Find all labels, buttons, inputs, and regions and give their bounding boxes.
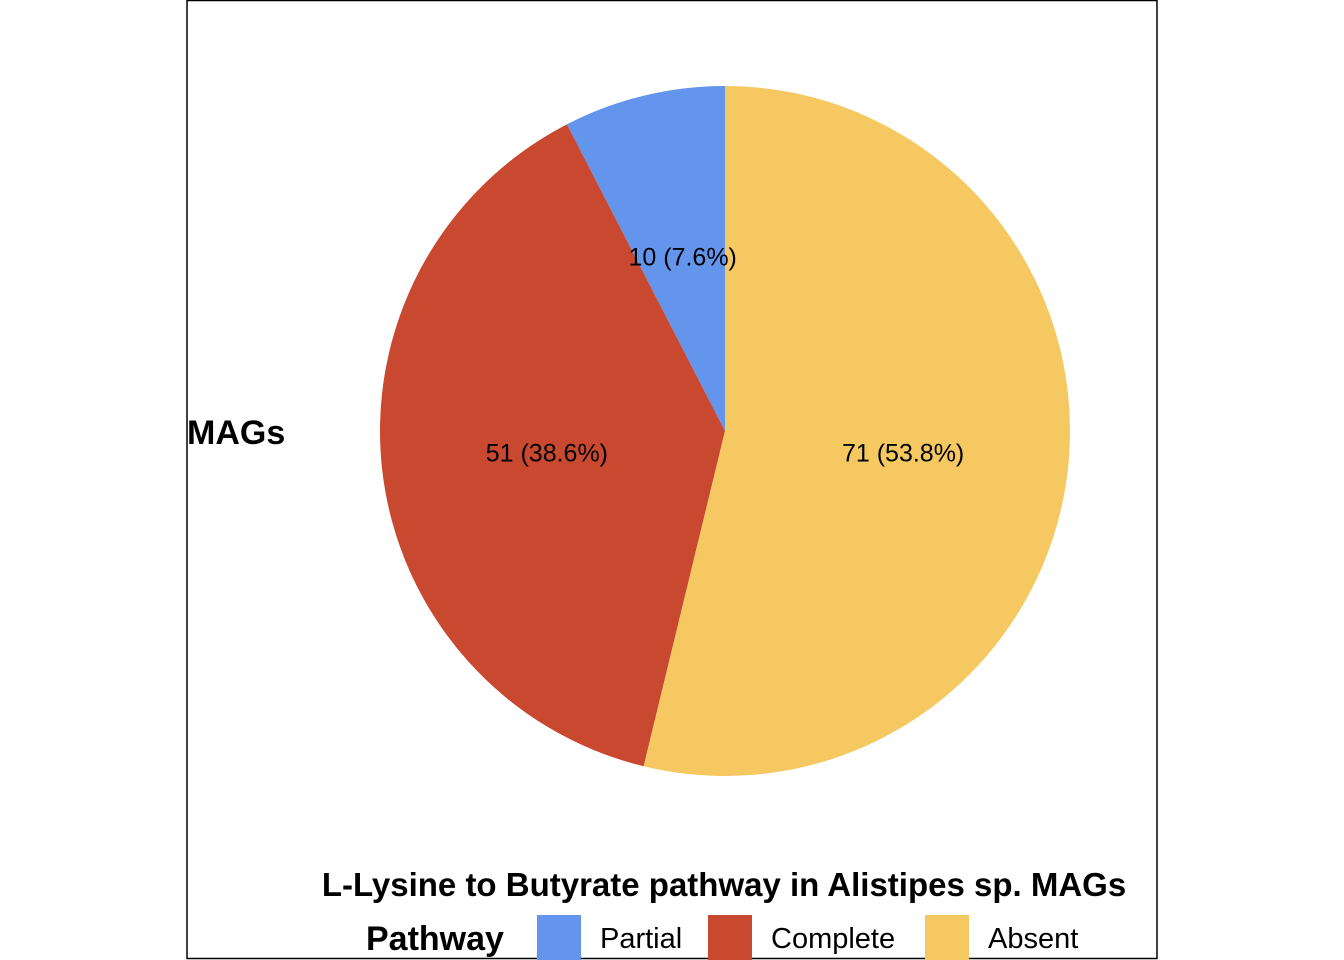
slice-label-partial: 10 (7.6%) <box>629 244 737 272</box>
pie-slice-absent <box>643 86 1070 776</box>
pie-slices <box>379 86 1070 776</box>
legend: Partial Complete Absent <box>537 915 1078 960</box>
legend-label-partial: Partial <box>600 923 682 955</box>
chart-title: L-Lysine to Butyrate pathway in Alistipe… <box>322 866 1126 903</box>
slice-label-complete: 51 (38.6%) <box>486 439 608 467</box>
legend-label-complete: Complete <box>771 923 895 955</box>
y-axis-label: MAGs <box>187 414 285 452</box>
slice-labels: 10 (7.6%) 51 (38.6%) 71 (53.8%) <box>486 244 965 468</box>
legend-label-absent: Absent <box>988 923 1078 955</box>
legend-swatch-complete <box>708 915 752 960</box>
slice-label-absent: 71 (53.8%) <box>842 439 964 467</box>
legend-swatch-partial <box>537 915 581 960</box>
legend-title: Pathway <box>366 920 504 958</box>
legend-swatch-absent <box>925 915 969 960</box>
pie-slice-complete <box>379 124 725 767</box>
pie-slice-partial <box>566 86 725 431</box>
